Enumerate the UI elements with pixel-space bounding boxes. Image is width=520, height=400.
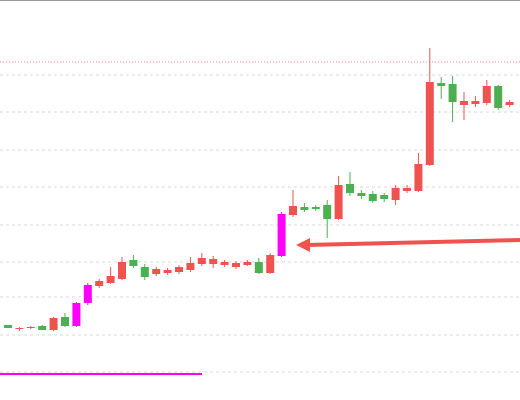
- candle-body: [300, 207, 309, 210]
- candle-body: [232, 263, 240, 267]
- candle-body: [482, 86, 491, 103]
- candle-body: [368, 194, 377, 201]
- candle-body: [118, 262, 126, 279]
- candle-body: [448, 84, 457, 102]
- candle-body: [505, 102, 514, 105]
- candle-body: [26, 327, 35, 328]
- candle-body: [129, 260, 138, 266]
- candle-body: [197, 258, 206, 264]
- candle-body: [83, 285, 92, 303]
- candle-body: [186, 263, 195, 270]
- candle-body: [414, 164, 423, 191]
- arrow: [296, 238, 520, 252]
- candle-body: [175, 267, 183, 272]
- candle-body: [38, 326, 47, 330]
- candle-body: [437, 83, 446, 86]
- candle-body: [471, 101, 480, 104]
- candle-body: [152, 269, 161, 274]
- candle-body: [494, 86, 503, 108]
- arrow-shaft: [305, 238, 520, 247]
- candle-body: [425, 82, 434, 165]
- candle-body: [106, 276, 115, 283]
- candles: [4, 48, 514, 331]
- candle-body: [391, 188, 400, 200]
- candle-body: [323, 205, 332, 219]
- candle-body: [266, 255, 275, 273]
- candle-body: [254, 262, 263, 273]
- candle-body: [357, 193, 366, 196]
- candle-body: [311, 207, 320, 209]
- candle-body: [380, 195, 389, 199]
- candle-body: [220, 262, 229, 265]
- candle-body: [277, 214, 286, 256]
- candle-body: [49, 318, 58, 330]
- grid: [0, 61, 520, 375]
- candle-body: [289, 206, 297, 215]
- candle-body: [95, 281, 104, 286]
- candle-body: [4, 325, 12, 328]
- candle-body: [15, 328, 24, 329]
- candle-body: [72, 303, 81, 326]
- candle-body: [460, 101, 468, 105]
- candle-body: [346, 184, 354, 193]
- candle-body: [61, 317, 69, 326]
- candle-body: [140, 267, 149, 277]
- candle-body: [243, 262, 252, 265]
- candle-body: [163, 270, 172, 273]
- arrow-head: [296, 238, 310, 252]
- candle-body: [334, 185, 343, 219]
- candle-body: [403, 188, 411, 191]
- candle-body: [209, 259, 218, 264]
